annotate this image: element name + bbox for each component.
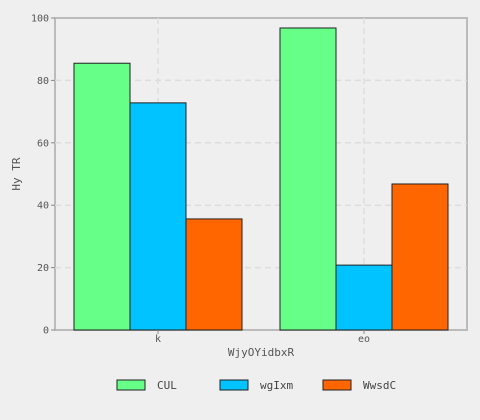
legend-swatch-CUL — [116, 379, 146, 391]
legend-swatch-wgIxm — [219, 379, 249, 391]
legend: CUL wgIxm WwsdC — [116, 379, 396, 392]
x-axis-ticks: k eo — [155, 330, 370, 345]
bar-CUL-k — [73, 62, 131, 331]
y-axis-ticks: 0 20 40 60 80 100 — [31, 14, 55, 337]
bar-WwsdC-k — [185, 218, 243, 331]
y-tick-label: 20 — [37, 263, 49, 274]
bars — [73, 27, 449, 331]
y-tick-label: 100 — [31, 14, 49, 25]
legend-label-wgIxm: wgIxm — [260, 379, 293, 392]
bar-CUL-eo — [279, 27, 337, 331]
x-tick-label: k — [155, 334, 161, 345]
x-axis-title: WjyOYidbxR — [228, 346, 295, 359]
legend-swatch-WwsdC — [322, 379, 352, 391]
y-tick-label: 80 — [37, 76, 49, 87]
y-tick-label: 0 — [43, 326, 49, 337]
bar-wgIxm-k — [129, 102, 187, 331]
legend-label-CUL: CUL — [157, 379, 177, 392]
bar-wgIxm-eo — [335, 264, 393, 331]
legend-label-WwsdC: WwsdC — [363, 379, 396, 392]
y-tick-label: 60 — [37, 138, 49, 149]
x-tick-label: eo — [358, 334, 370, 345]
y-axis-title: Hy TR — [10, 157, 23, 190]
bar-WwsdC-eo — [391, 183, 449, 331]
y-tick-label: 40 — [37, 201, 49, 212]
